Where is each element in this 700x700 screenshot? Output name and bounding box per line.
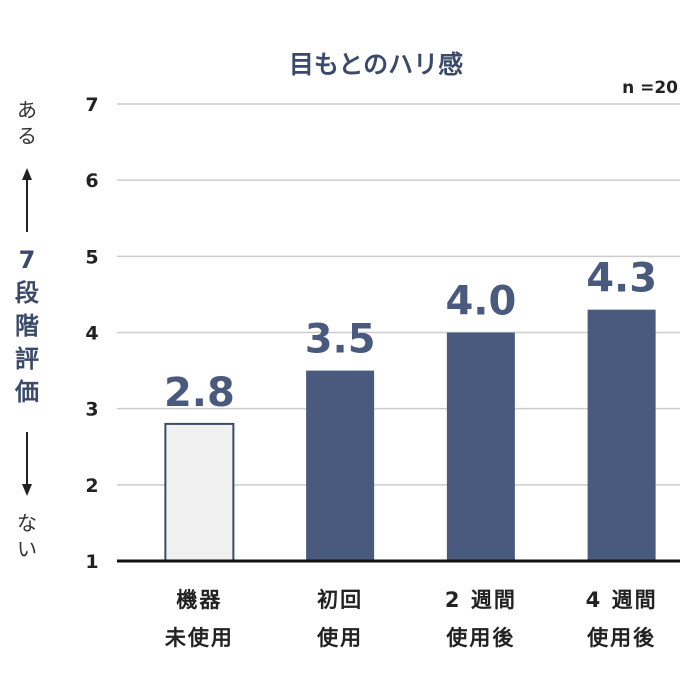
sample-size-note: n =20 bbox=[622, 78, 678, 98]
data-label: 3.5 bbox=[305, 317, 376, 363]
y-label-char: 階 bbox=[15, 312, 39, 340]
x-tick-label: 機器 bbox=[176, 588, 222, 612]
y-label-char: 価 bbox=[14, 378, 39, 406]
x-tick-label: 初回 bbox=[317, 588, 363, 612]
chart-title: 目もとのハリ感 bbox=[289, 50, 463, 79]
down-arrow-head-icon bbox=[22, 484, 32, 496]
y-tick-label: 7 bbox=[85, 94, 98, 116]
y-tick-label: 2 bbox=[85, 475, 98, 497]
data-label: 4.0 bbox=[445, 279, 516, 325]
bar bbox=[587, 309, 656, 561]
up-arrow-head-icon bbox=[22, 168, 32, 180]
y-tick-label: 3 bbox=[85, 399, 98, 421]
y-label-char: 7 bbox=[19, 246, 36, 274]
y-tick-label: 4 bbox=[85, 323, 98, 345]
x-tick-label: 4 週間 bbox=[586, 588, 658, 612]
data-labels: 2.8 3.5 4.0 4.3 bbox=[164, 256, 657, 416]
x-tick-label: 2 週間 bbox=[445, 588, 517, 612]
bar bbox=[306, 370, 375, 561]
bar bbox=[164, 422, 235, 562]
bar bbox=[446, 332, 515, 561]
y-label-char: 段 bbox=[15, 279, 39, 307]
y-label-top-char: る bbox=[17, 124, 37, 148]
y-label-char: 評 bbox=[15, 345, 39, 373]
data-label: 2.8 bbox=[164, 370, 235, 416]
y-tick-label: 5 bbox=[85, 246, 98, 268]
data-label: 4.3 bbox=[586, 256, 657, 302]
y-label-bottom-char: な bbox=[17, 511, 37, 535]
bars bbox=[164, 309, 656, 562]
y-tick-label: 6 bbox=[85, 170, 98, 192]
x-tick-label: 使用 bbox=[316, 626, 363, 650]
y-label-top-char: あ bbox=[17, 98, 37, 122]
x-tick-label: 使用後 bbox=[445, 626, 515, 650]
x-tick-label: 未使用 bbox=[165, 626, 234, 650]
y-axis-ticks: 1 2 3 4 5 6 7 bbox=[85, 94, 98, 573]
y-label-bottom-char: い bbox=[17, 537, 37, 561]
y-tick-label: 1 bbox=[85, 551, 98, 573]
x-tick-label: 使用後 bbox=[586, 626, 656, 650]
